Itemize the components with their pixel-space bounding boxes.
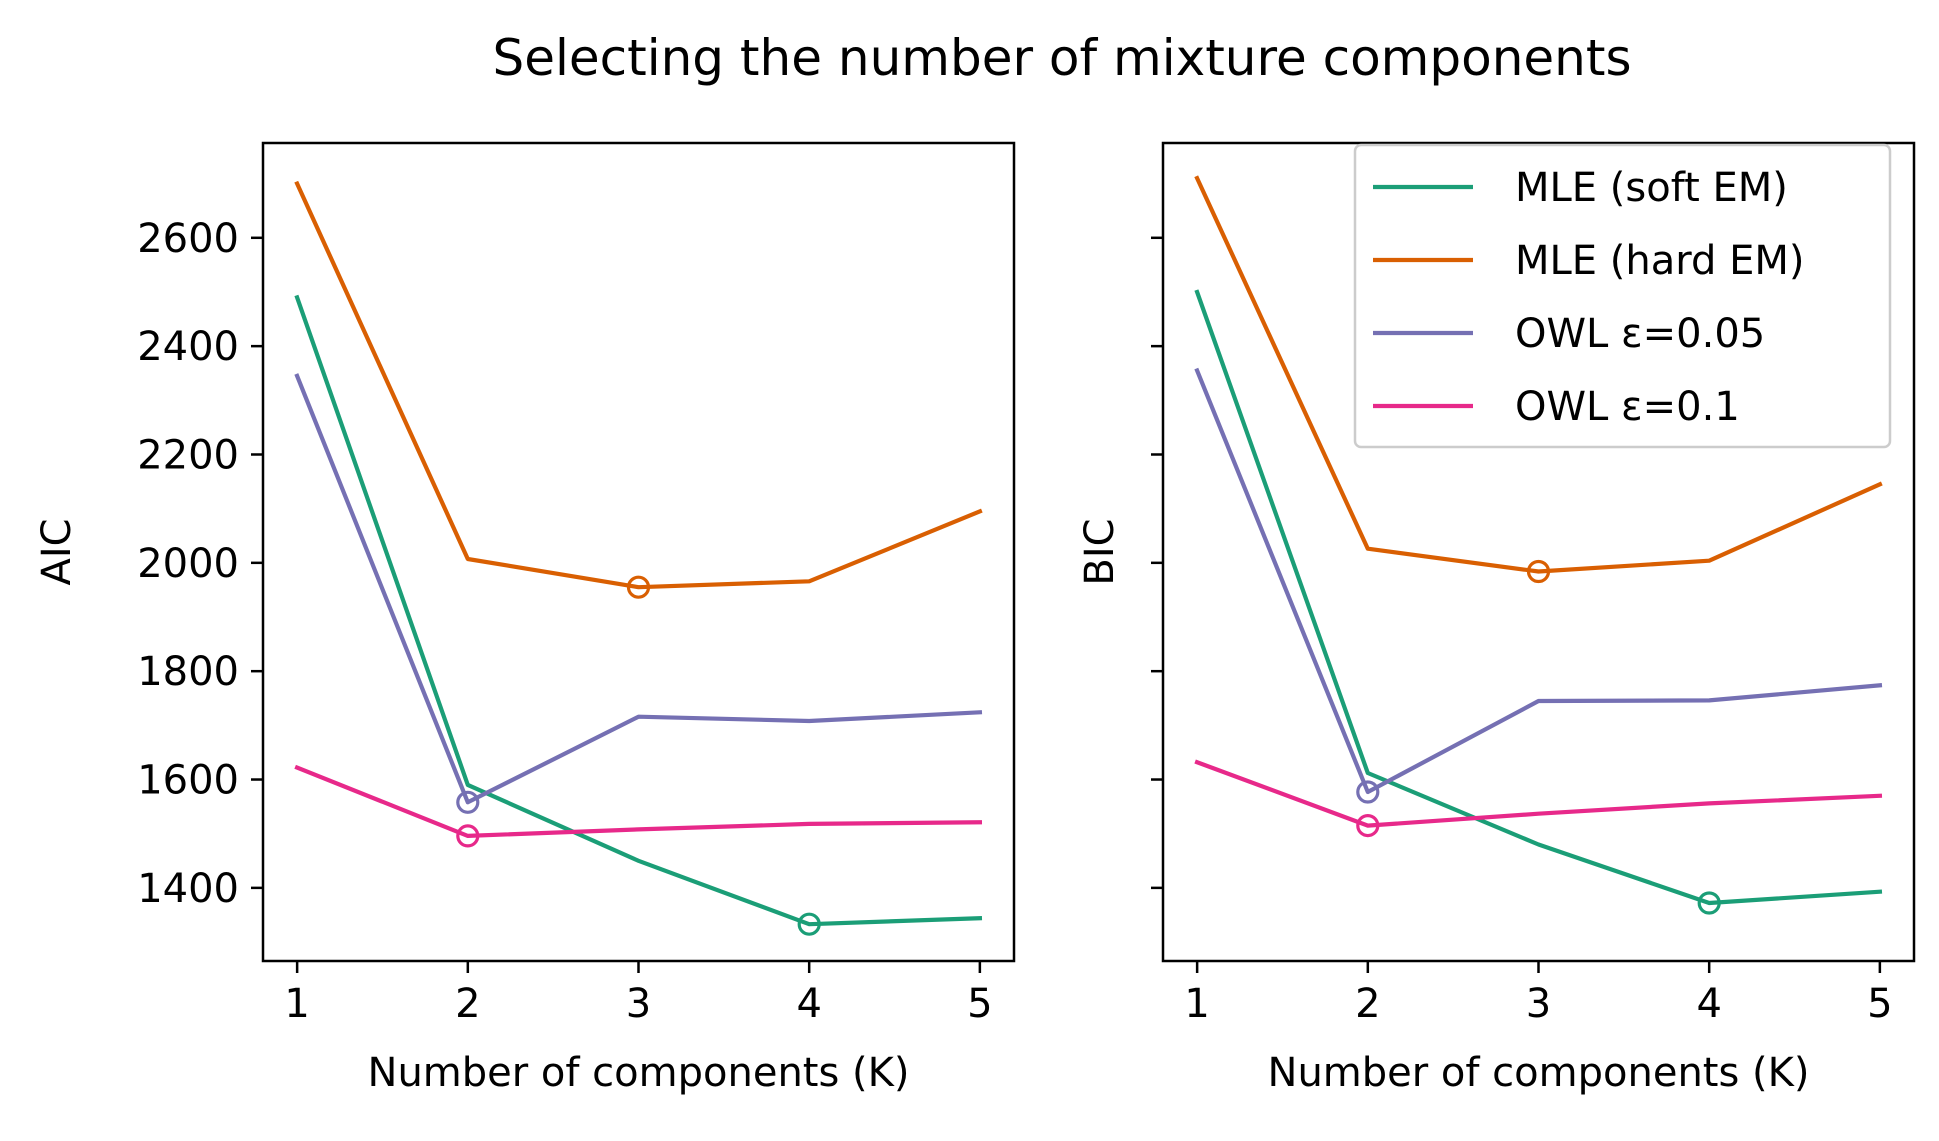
aic-series-mle-soft-em-line bbox=[294, 294, 983, 927]
figure-title: Selecting the number of mixture componen… bbox=[492, 29, 1631, 87]
aic-mle-soft-em-minimum-marker bbox=[797, 912, 821, 936]
bic-owl-eps-0-1-minimum-marker bbox=[1356, 813, 1380, 838]
aic-series-mle-hard-em-line bbox=[294, 180, 983, 590]
bic-series-owl-eps-0-1-line bbox=[1194, 759, 1883, 828]
bic-series-owl-eps-0-05-line bbox=[1194, 367, 1883, 795]
aic-y-tick-label: 1400 bbox=[137, 866, 239, 912]
legend-item: MLE (soft EM) bbox=[1373, 165, 1788, 211]
legend-label: OWL ε=0.1 bbox=[1515, 384, 1740, 430]
legend-label: MLE (hard EM) bbox=[1515, 238, 1805, 284]
aic-panel: 1 2 3 4 5 1400 1600 1800 2000 2200 2400 2600 Number … bbox=[34, 141, 1016, 1096]
bic-series-mle-soft-em-line bbox=[1194, 289, 1883, 906]
aic-x-tick-label: 1 bbox=[284, 981, 309, 1027]
bic-mle-soft-em-minimum-marker bbox=[1697, 891, 1721, 915]
bic-y-axis-label: BIC bbox=[1077, 518, 1123, 585]
aic-owl-eps-0-1-minimum-marker bbox=[456, 824, 480, 848]
legend-box bbox=[1353, 143, 1892, 449]
aic-x-tick-label: 3 bbox=[626, 981, 651, 1027]
aic-axes-frame bbox=[261, 141, 1016, 963]
aic-x-tick-label: 5 bbox=[967, 981, 992, 1027]
aic-x-tick-label: 4 bbox=[796, 981, 821, 1027]
bic-x-tick-label: 5 bbox=[1867, 981, 1892, 1027]
bic-mle-hard-em-minimum-marker bbox=[1526, 559, 1551, 584]
aic-series-owl-eps-0-1-line bbox=[294, 764, 983, 839]
aic-x-axis-label: Number of components (K) bbox=[368, 1050, 910, 1096]
legend: MLE (soft EM) MLE (hard EM) OWL ε=0.05 OWL … bbox=[1353, 143, 1892, 449]
legend-label: MLE (soft EM) bbox=[1515, 165, 1788, 211]
aic-y-tick-label: 1600 bbox=[137, 758, 239, 804]
bic-x-axis-label: Number of components (K) bbox=[1268, 1050, 1810, 1096]
bic-owl-eps-0-05-minimum-marker bbox=[1356, 780, 1380, 804]
aic-series-owl-eps-0-05-line bbox=[294, 373, 983, 805]
aic-mle-hard-em-minimum-marker bbox=[626, 575, 651, 599]
bic-x-tick-label: 1 bbox=[1184, 981, 1209, 1027]
aic-y-tick-label: 2000 bbox=[137, 541, 239, 587]
legend-item: MLE (hard EM) bbox=[1373, 238, 1805, 284]
legend-item: OWL ε=0.1 bbox=[1373, 384, 1740, 430]
bic-x-tick-label: 2 bbox=[1355, 981, 1380, 1027]
bic-panel: 1 2 3 4 5 Number of components (K) BIC MLE (sof… bbox=[1077, 141, 1916, 1096]
aic-y-tick-label: 1800 bbox=[137, 649, 239, 695]
aic-y-axis-label: AIC bbox=[34, 518, 80, 585]
bic-x-tick-label: 4 bbox=[1696, 981, 1721, 1027]
aic-owl-eps-0-05-minimum-marker bbox=[456, 790, 480, 814]
aic-y-tick-label: 2200 bbox=[137, 432, 239, 478]
bic-x-tick-label: 3 bbox=[1526, 981, 1551, 1027]
legend-item: OWL ε=0.05 bbox=[1373, 311, 1765, 357]
aic-y-tick-label: 2600 bbox=[137, 216, 239, 262]
legend-label: OWL ε=0.05 bbox=[1515, 311, 1765, 357]
aic-y-tick-label: 2400 bbox=[137, 324, 239, 370]
bic-series-mle-hard-em-line bbox=[1194, 175, 1883, 574]
aic-x-tick-label: 2 bbox=[455, 981, 480, 1027]
